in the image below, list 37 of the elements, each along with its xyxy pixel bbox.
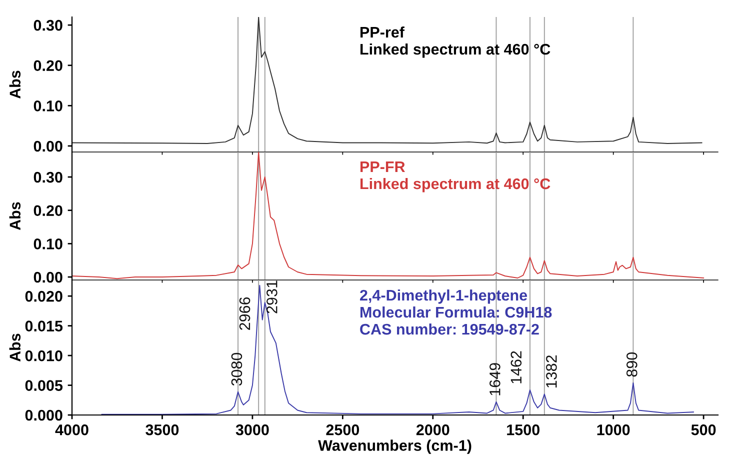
x-tick-label: 2500 (326, 424, 360, 436)
x-tick-label: 3500 (146, 424, 179, 436)
annotation: 3080 (231, 352, 242, 386)
annotation: 1649 (490, 363, 500, 396)
y-axis-title: Abs (9, 70, 21, 99)
y-tick-label: 0.010 (25, 350, 62, 362)
annotation: 2,4-Dimethyl-1-heptene Molecular Formula: C9H18 CAS number: 19549-87-2 (360, 289, 552, 335)
x-tick-label: 1000 (597, 424, 630, 436)
annotation: 890 (626, 352, 638, 377)
y-axis-title: Abs (9, 334, 21, 362)
y-tick-label: 0.00 (34, 140, 62, 152)
y-tick-label: 0.020 (25, 290, 62, 302)
x-axis-title: Wavenumbers (cm-1) (318, 440, 472, 454)
y-tick-label: 0.20 (34, 205, 62, 216)
y-tick-label: 0.10 (34, 100, 62, 112)
y-tick-label: 0.005 (25, 380, 63, 391)
x-tick-label: 500 (691, 424, 716, 436)
annotation: PP-ref Linked spectrum at 460 °C (360, 26, 550, 58)
annotation: 1382 (546, 355, 557, 388)
y-tick-label: 0.000 (25, 410, 62, 421)
y-tick-label: 0.00 (34, 272, 62, 283)
y-axis-title: Abs (9, 202, 21, 230)
line-series (72, 17, 702, 144)
x-tick-label: 1500 (507, 424, 540, 436)
y-tick-label: 0.30 (34, 20, 62, 31)
annotation: 2966 (239, 297, 250, 330)
annotation: 2931 (266, 280, 278, 314)
y-tick-label: 0.20 (34, 60, 62, 72)
y-tick-label: 0.30 (34, 172, 62, 183)
y-tick-label: 0.10 (34, 238, 62, 250)
x-tick-label: 4000 (55, 424, 88, 436)
line-series (72, 152, 704, 280)
x-tick-label: 2000 (416, 424, 450, 436)
y-tick-label: 0.015 (25, 320, 63, 332)
annotation: 1462 (510, 351, 522, 384)
x-tick-label: 3000 (236, 424, 269, 436)
annotation: PP-FR Linked spectrum at 460 °C (360, 162, 550, 192)
